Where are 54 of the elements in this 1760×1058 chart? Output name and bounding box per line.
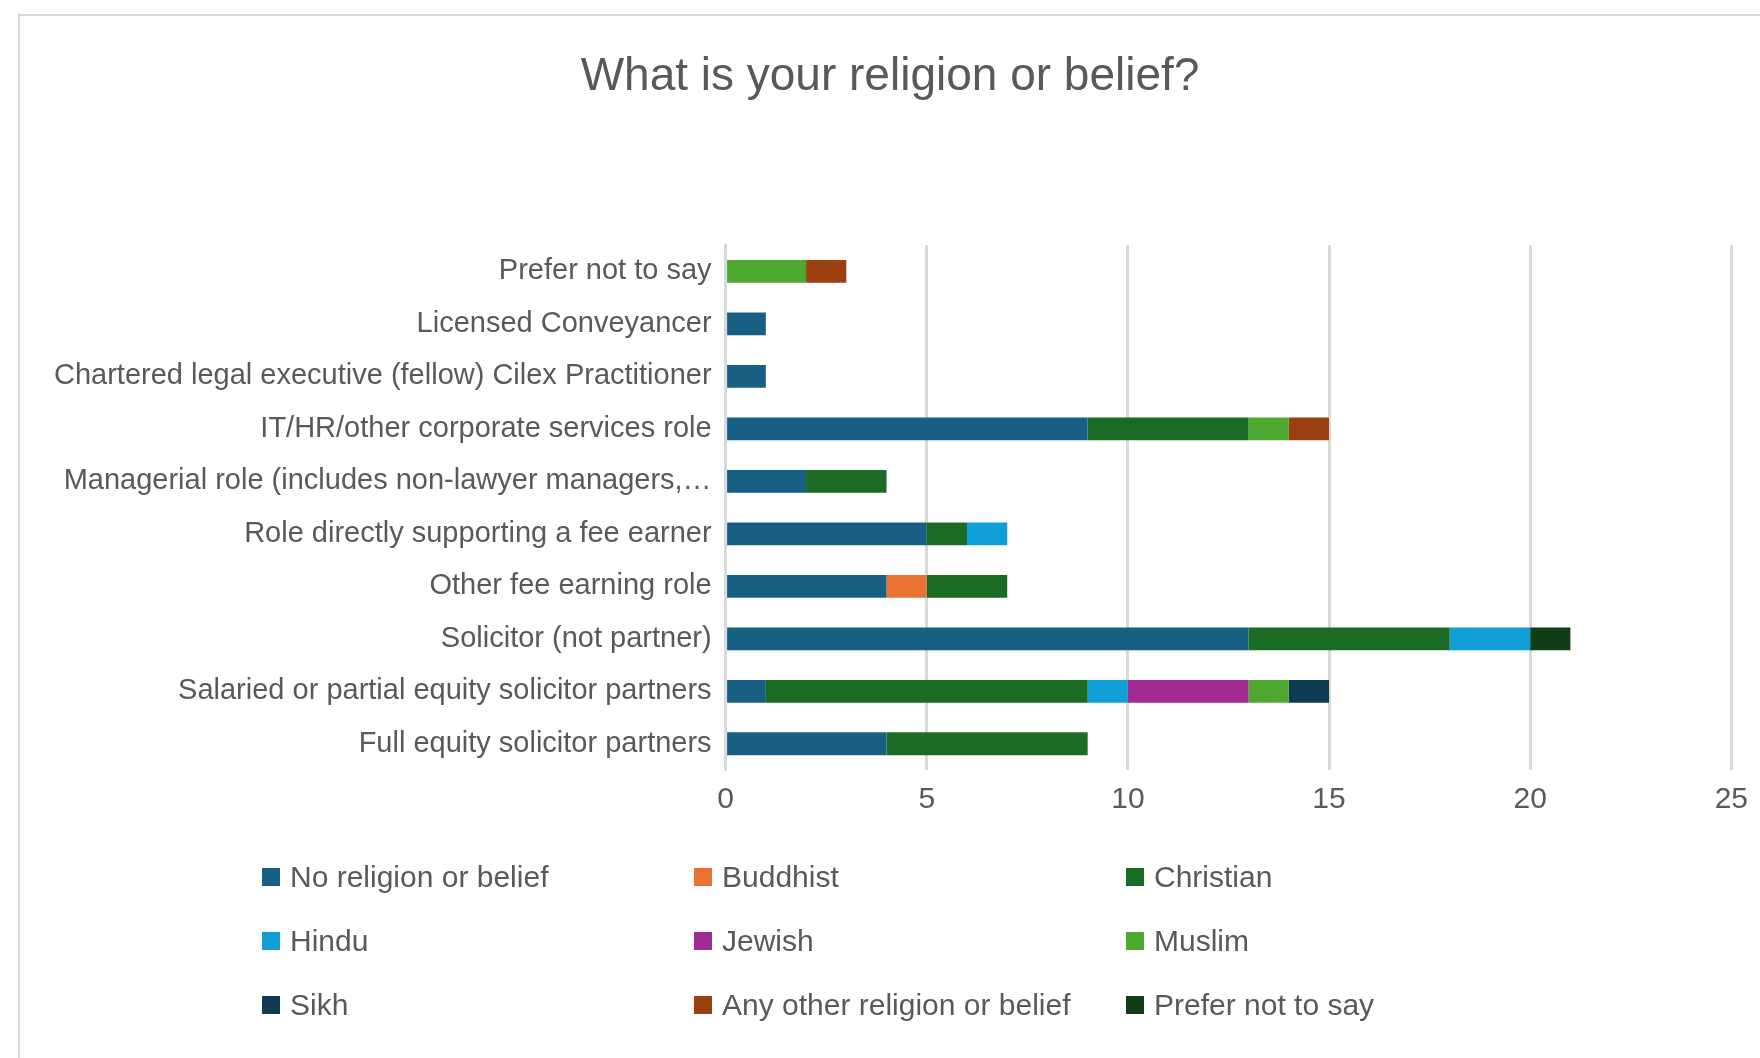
bar	[1288, 679, 1330, 703]
bar	[886, 574, 927, 598]
y-tick-label: Role directly supporting a fee earner	[244, 515, 712, 548]
x-tick-label: 20	[1513, 781, 1547, 815]
bar	[886, 732, 1088, 756]
bar	[727, 312, 766, 336]
bar	[1449, 627, 1531, 651]
y-tick-label: Solicitor (not partner)	[440, 620, 712, 653]
y-tick-label: Salaried or partial equity solicitor partners	[178, 673, 712, 706]
bar	[806, 469, 887, 493]
bar	[765, 679, 1088, 703]
y-tick-label: Prefer not to say	[498, 253, 713, 286]
legend-label: Christian	[1154, 860, 1273, 894]
bar	[727, 417, 1088, 441]
bar	[1248, 417, 1289, 441]
y-tick-label: Chartered legal executive (fellow) Cilex Practitioner	[53, 358, 712, 391]
bar	[1248, 627, 1450, 651]
bar	[806, 260, 847, 283]
y-tick-label: Licensed Conveyancer	[416, 305, 712, 338]
legend-label: Muslim	[1154, 924, 1249, 958]
legend-label: Jewish	[722, 924, 814, 958]
x-tick-label: 10	[1111, 781, 1145, 815]
bar	[1127, 679, 1249, 703]
legend-label: Sikh	[290, 988, 349, 1022]
bar	[1087, 679, 1128, 703]
bar	[926, 522, 967, 546]
bar	[926, 574, 1008, 598]
bar	[966, 522, 1008, 546]
bar	[1530, 627, 1571, 651]
x-tick-label: 0	[717, 781, 734, 815]
bar	[1288, 417, 1330, 441]
bar	[727, 260, 807, 283]
y-tick-label: Other fee earning role	[429, 568, 712, 601]
legend-label: Hindu	[290, 924, 369, 958]
bar	[727, 732, 887, 756]
bar	[727, 627, 1249, 651]
legend-label: Buddhist	[722, 860, 839, 894]
x-tick-label: 25	[1714, 781, 1748, 815]
legend-label: Prefer not to say	[1154, 988, 1375, 1022]
bar	[727, 679, 766, 703]
bar	[1087, 417, 1249, 441]
bar	[727, 469, 807, 493]
bar	[1248, 679, 1289, 703]
bar	[727, 365, 766, 388]
legend-label: Any other religion or belief	[722, 988, 1071, 1022]
legend-label: No religion or belief	[290, 860, 549, 894]
y-tick-label: Full equity solicitor partners	[358, 725, 712, 758]
chart-title: What is your religion or belief?	[580, 48, 1200, 101]
x-tick-label: 15	[1312, 781, 1346, 815]
y-tick-label: IT/HR/other corporate services role	[260, 410, 712, 443]
bar	[727, 522, 927, 546]
x-tick-label: 5	[918, 781, 936, 815]
y-tick-label: Managerial role (includes non-lawyer managers,…	[63, 463, 712, 496]
bar	[727, 574, 887, 598]
